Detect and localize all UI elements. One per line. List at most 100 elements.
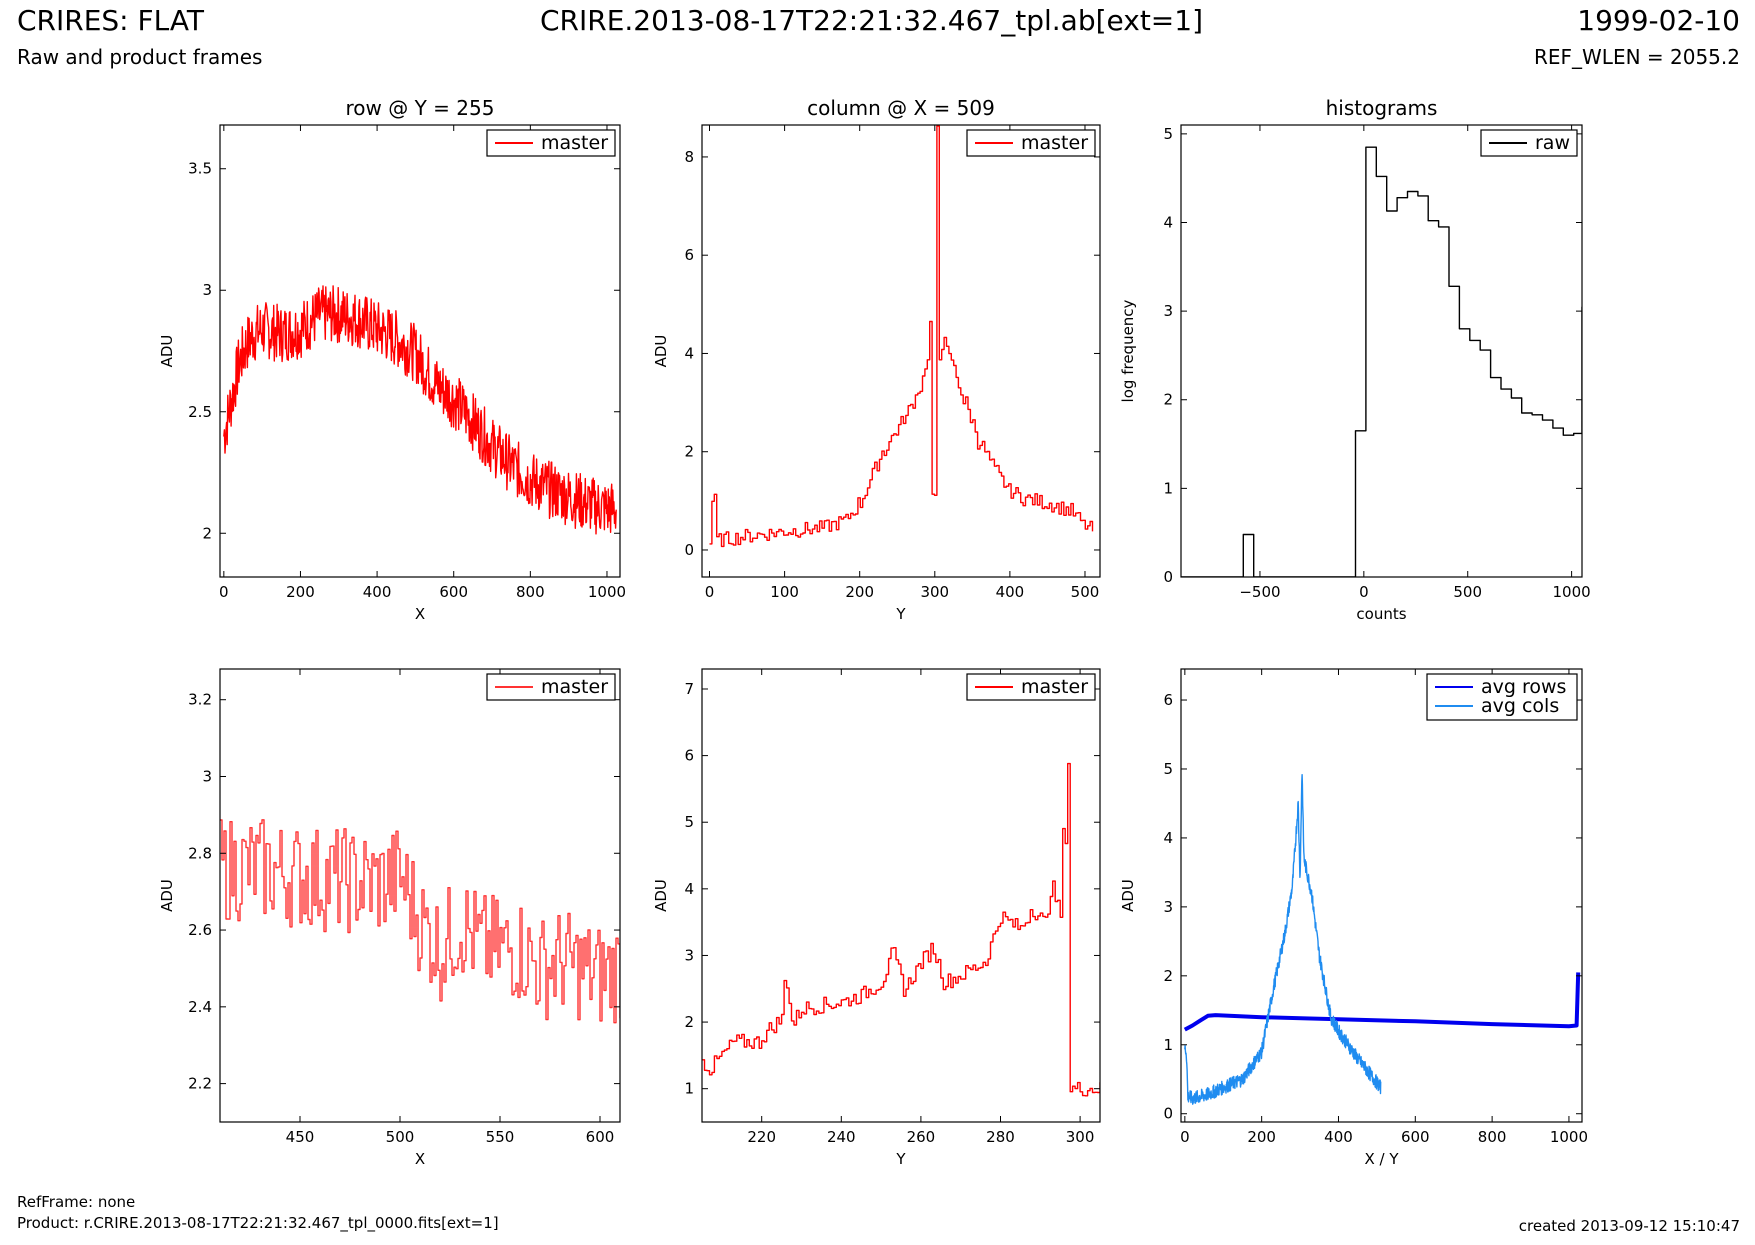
plot-frame [219, 668, 621, 1123]
y-tick-label: 2 [684, 1013, 694, 1031]
chart-panel-2: 0 100 200 300 400 500 0 2 4 6 8 column @ X = 509 Y AD… [652, 96, 1101, 623]
plot-frame [701, 124, 1101, 578]
chart-panel-3: −500 0 500 1000 0 1 2 3 4 5 histograms counts log fr… [1119, 96, 1591, 623]
y-tick-label: 3.5 [188, 160, 212, 178]
x-tick-label: 100 [770, 583, 799, 601]
x-tick-label: 400 [1324, 1128, 1353, 1146]
y-tick-label: 2 [684, 443, 694, 461]
legend-label: master [541, 132, 608, 154]
x-tick-label: 1000 [1553, 583, 1591, 601]
plot-frame [701, 668, 1101, 1123]
x-tick-label: 200 [1247, 1128, 1276, 1146]
x-tick-label: 200 [286, 583, 315, 601]
series-line-master [709, 125, 1094, 548]
y-axis-label: ADU [158, 335, 176, 368]
x-axis-label: X / Y [1364, 1150, 1399, 1168]
legend-label: avg cols [1481, 695, 1559, 717]
y-tick-label: 5 [1163, 125, 1173, 143]
y-tick-label: 2 [1163, 967, 1173, 985]
x-tick-label: 300 [1066, 1128, 1095, 1146]
plot-frame [219, 124, 621, 578]
y-tick-label: 2.2 [188, 1075, 212, 1093]
legend: master [486, 129, 616, 157]
series-line-raw [1181, 146, 1582, 577]
x-tick-label: 280 [986, 1128, 1015, 1146]
x-tick-label: 500 [1453, 583, 1482, 601]
series-line-master [223, 285, 617, 535]
x-axis-label: counts [1356, 605, 1406, 623]
file-name: CRIRE.2013-08-17T22:21:32.467_tpl.ab[ext… [540, 4, 1204, 37]
x-tick-label: 1000 [1550, 1128, 1588, 1146]
legend: master [966, 129, 1096, 157]
y-axis-label: log frequency [1119, 299, 1137, 402]
refframe-label: RefFrame: none [17, 1193, 136, 1211]
y-tick-label: 0 [1163, 1105, 1173, 1123]
y-tick-label: 0 [1163, 568, 1173, 586]
plot-frame [1180, 668, 1583, 1123]
ref-wlen: REF_WLEN = 2055.2 [1533, 45, 1740, 69]
legend: master [966, 673, 1096, 701]
y-tick-label: 1 [1163, 479, 1173, 497]
figure-date: 1999-02-10 [1577, 4, 1740, 37]
x-tick-label: 400 [996, 583, 1025, 601]
x-tick-label: 220 [747, 1128, 776, 1146]
x-tick-label: 0 [219, 583, 229, 601]
y-tick-label: 1 [1163, 1036, 1173, 1054]
x-axis-label: Y [895, 1150, 906, 1168]
series-line-master [220, 819, 620, 1024]
x-axis-label: X [415, 1150, 425, 1168]
series-line-avg-cols [1184, 774, 1382, 1105]
y-tick-label: 1 [684, 1080, 694, 1098]
y-tick-label: 6 [684, 747, 694, 765]
y-axis-label: ADU [652, 335, 670, 368]
x-tick-label: 500 [1071, 583, 1100, 601]
x-tick-label: 450 [286, 1128, 315, 1146]
chart-panel-6: 0 200 400 600 800 1000 0 1 2 3 4 5 6 X / Y ADU avg rows… [1119, 668, 1588, 1168]
y-tick-label: 7 [684, 680, 694, 698]
y-tick-label: 5 [1163, 760, 1173, 778]
y-tick-label: 4 [684, 344, 694, 362]
x-tick-label: 0 [1180, 1128, 1190, 1146]
x-tick-label: 0 [1359, 583, 1369, 601]
series-line-master [702, 762, 1100, 1097]
y-tick-label: 2.6 [188, 921, 212, 939]
x-axis-label: X [415, 605, 425, 623]
x-tick-label: 600 [586, 1128, 615, 1146]
y-tick-label: 2.8 [188, 844, 212, 862]
y-tick-label: 2 [1163, 391, 1173, 409]
legend: raw [1480, 129, 1578, 157]
chart-panel-4: 450 500 550 600 2.2 2.4 2.6 2.8 3 3.2 X ADU master [158, 668, 621, 1168]
x-tick-label: 400 [363, 583, 392, 601]
legend-box [1426, 673, 1578, 721]
product-label: Product: r.CRIRE.2013-08-17T22:21:32.467… [17, 1214, 499, 1232]
chart-panel-1: 0 200 400 600 800 1000 2 2.5 3 3.5 row @ Y = 255 X A… [158, 96, 626, 623]
y-tick-label: 4 [1163, 829, 1173, 847]
x-tick-label: 550 [486, 1128, 515, 1146]
legend-label: master [1021, 676, 1088, 698]
series-line-avg-rows [1183, 972, 1581, 1032]
y-tick-label: 3 [202, 281, 212, 299]
legend-label: raw [1535, 132, 1570, 154]
created-label: created 2013-09-12 15:10:47 [1518, 1217, 1740, 1235]
y-tick-label: 5 [684, 813, 694, 831]
legend-label: avg rows [1481, 676, 1566, 698]
y-tick-label: 3 [202, 767, 212, 785]
y-tick-label: 0 [684, 541, 694, 559]
x-tick-label: 0 [705, 583, 715, 601]
figure-title: CRIRES: FLAT [17, 4, 204, 37]
x-tick-label: 240 [827, 1128, 856, 1146]
y-axis-label: ADU [158, 879, 176, 912]
y-tick-label: 3 [1163, 898, 1173, 916]
y-tick-label: 3.2 [188, 691, 212, 709]
x-tick-label: 600 [1401, 1128, 1430, 1146]
y-axis-label: ADU [652, 879, 670, 912]
x-axis-label: Y [895, 605, 906, 623]
y-tick-label: 6 [1163, 691, 1173, 709]
legend: master [486, 673, 616, 701]
x-tick-label: 800 [1478, 1128, 1507, 1146]
x-tick-label: 500 [386, 1128, 415, 1146]
x-tick-label: 1000 [588, 583, 626, 601]
x-tick-label: 200 [845, 583, 874, 601]
